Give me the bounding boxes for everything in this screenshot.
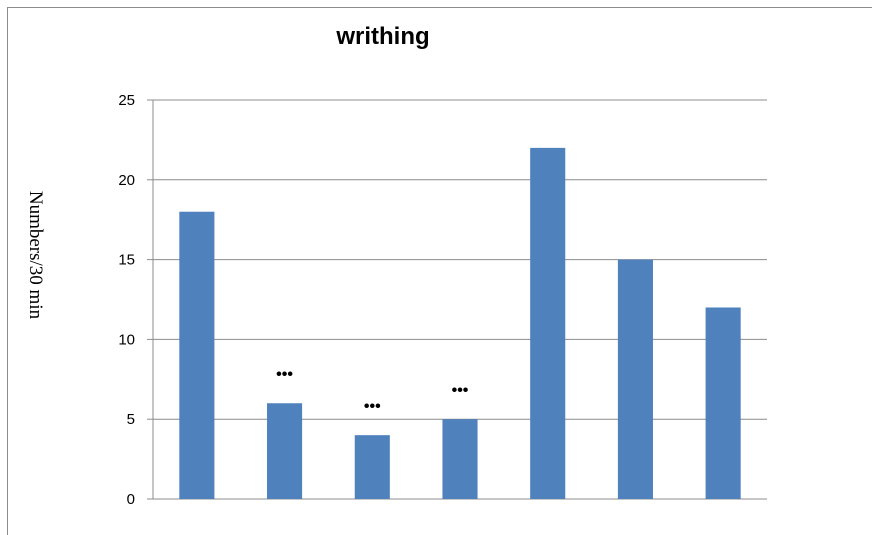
significance-mark-3: •••: [364, 398, 381, 415]
y-tick-label: 5: [127, 411, 135, 428]
y-axis-label: Numbers/30 min: [25, 191, 46, 320]
significance-mark-4: •••: [452, 382, 469, 399]
y-tick-label: 20: [118, 172, 135, 189]
y-tick-label: 25: [118, 92, 135, 109]
y-tick-label: 0: [127, 491, 135, 508]
chart-title: writhing: [335, 23, 429, 50]
bar-3: [354, 435, 390, 499]
significance-mark-2: •••: [276, 366, 293, 383]
bar-5: [530, 147, 566, 499]
bar-6: [617, 259, 653, 499]
bars: [179, 147, 741, 499]
bar-1: [179, 211, 215, 499]
y-tick-labels: 0 5 10 15 20 25: [118, 92, 135, 508]
y-tick-label: 15: [118, 252, 135, 269]
significance-annotations: ••• ••• •••: [276, 366, 469, 415]
bar-2: [267, 403, 303, 499]
y-tick-label: 10: [118, 331, 135, 348]
bar-4: [442, 419, 478, 499]
bar-7: [705, 307, 741, 499]
